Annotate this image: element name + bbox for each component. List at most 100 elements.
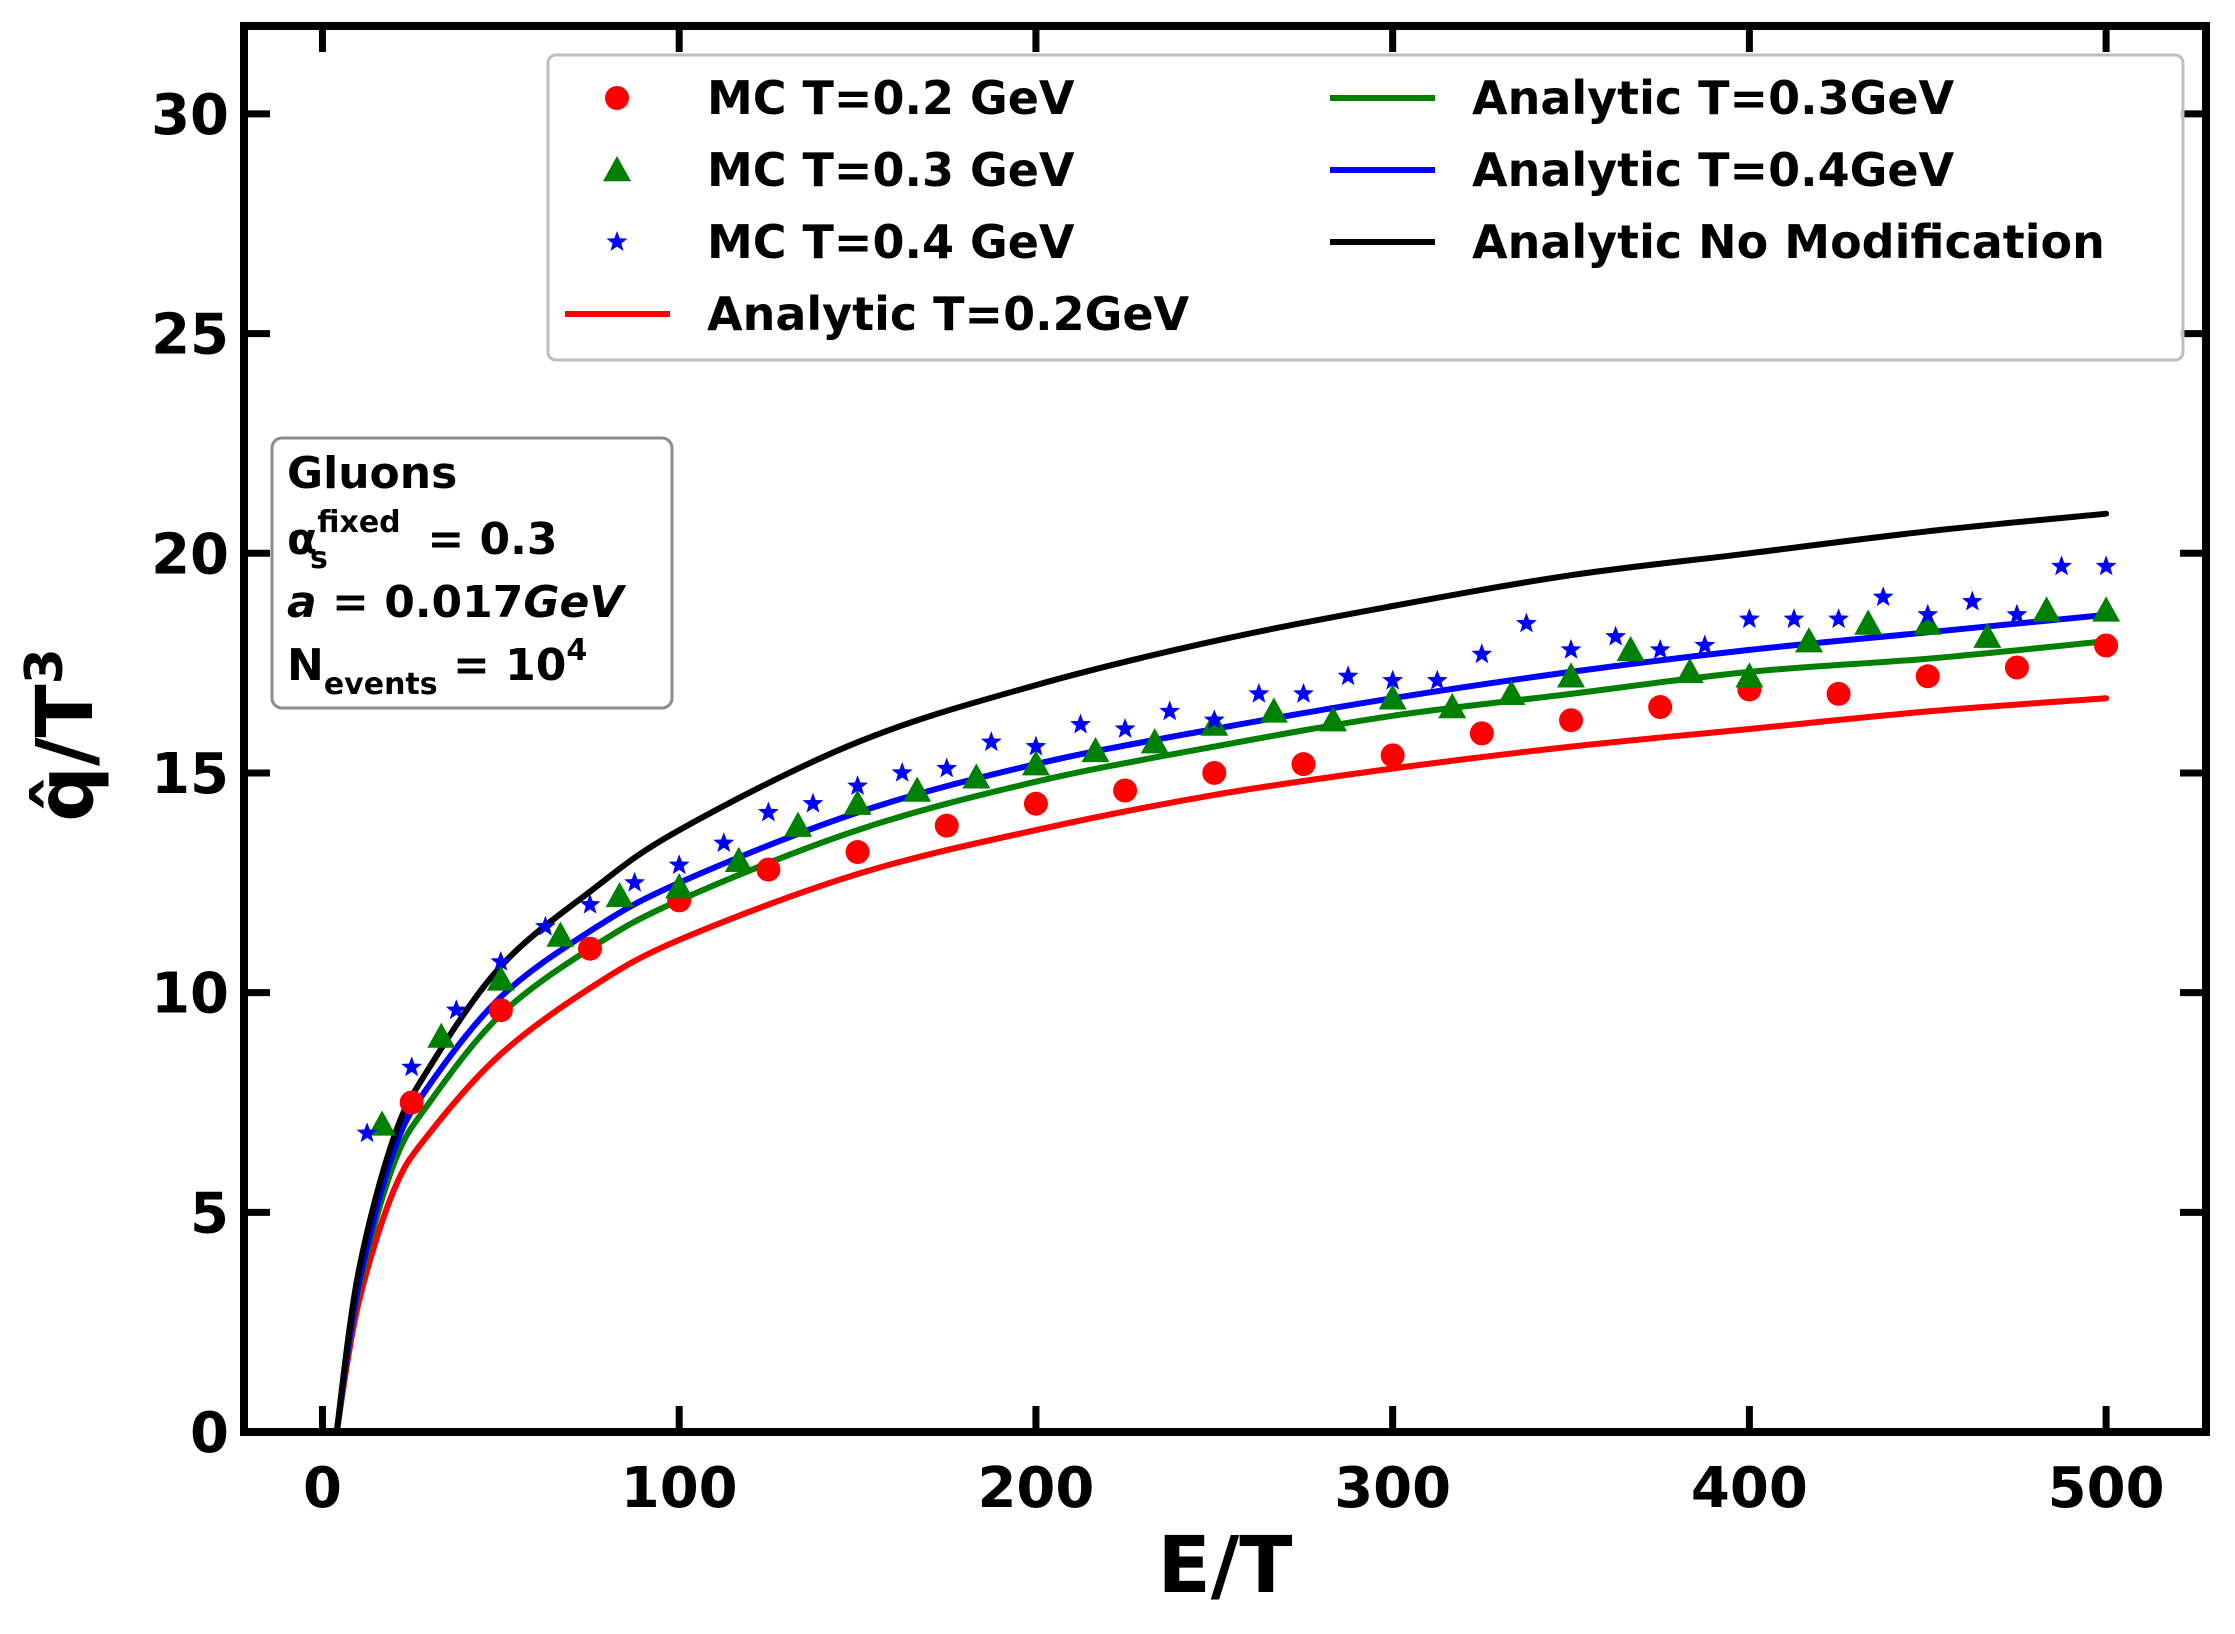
data-point xyxy=(802,792,824,813)
data-point xyxy=(1380,743,1405,768)
data-point xyxy=(546,921,575,947)
legend-marker-swatch xyxy=(603,156,631,182)
data-point xyxy=(1738,608,1760,629)
data-point xyxy=(2004,655,2029,680)
data-point xyxy=(1616,635,1645,662)
data-point xyxy=(401,1056,423,1077)
data-point xyxy=(1025,735,1047,756)
info-alpha-symbol: α xyxy=(287,514,317,565)
data-point xyxy=(1783,608,1805,629)
x-tick-label: 500 xyxy=(2048,1456,2165,1521)
data-point xyxy=(936,757,958,778)
data-point xyxy=(724,846,753,873)
data-point xyxy=(713,832,735,853)
data-point xyxy=(399,1090,424,1115)
series-analytic-t-0-2gev xyxy=(333,695,2110,1435)
data-point xyxy=(1559,708,1584,733)
info-a: a = 0.017GeV xyxy=(287,577,626,628)
y-axis-label: q̂/T3 xyxy=(15,648,111,822)
series-line xyxy=(333,695,2110,1435)
data-point xyxy=(2094,633,2119,658)
legend-box xyxy=(546,53,2185,362)
data-point xyxy=(2006,603,2028,624)
data-point xyxy=(1248,682,1270,703)
data-point xyxy=(903,776,932,802)
data-point xyxy=(1382,669,1404,690)
data-point xyxy=(1605,625,1627,646)
data-point xyxy=(1293,682,1314,703)
data-point xyxy=(490,950,512,971)
data-point xyxy=(757,801,779,822)
data-point xyxy=(665,873,694,899)
data-point xyxy=(1557,662,1586,688)
data-point xyxy=(1872,586,1894,607)
info-box-frame xyxy=(270,436,674,710)
x-tick-label: 100 xyxy=(621,1456,738,1521)
data-point xyxy=(445,999,467,1020)
data-point xyxy=(1070,713,1091,734)
x-tick-label: 200 xyxy=(977,1456,1094,1521)
data-point xyxy=(1203,709,1225,730)
data-point xyxy=(934,813,959,838)
info-alpha: αfixed s = 0.3 xyxy=(287,505,557,576)
legend-entry: Analytic T=0.4GeV xyxy=(1330,143,1955,197)
data-point xyxy=(847,775,868,795)
data-point xyxy=(1202,760,1227,785)
legend-entry: MC T=0.2 GeV xyxy=(605,71,1075,125)
data-point xyxy=(356,1122,378,1143)
data-point xyxy=(2095,555,2117,576)
x-axis-label: E/T xyxy=(1158,1521,1293,1611)
data-point xyxy=(1794,627,1823,653)
info-alpha-value: = 0.3 xyxy=(412,514,557,565)
series-mc-t-0-4-gev xyxy=(356,555,2117,1143)
data-point xyxy=(1694,634,1716,655)
data-point xyxy=(1426,669,1448,690)
plot-series xyxy=(333,510,2121,1435)
data-point xyxy=(1735,662,1764,688)
y-axis-label-main: q̂/T xyxy=(21,684,111,822)
data-point xyxy=(843,789,872,815)
info-n-value: = 10 xyxy=(438,640,567,691)
data-point xyxy=(1961,590,1983,611)
series-line xyxy=(333,611,2110,1435)
data-point xyxy=(368,1110,397,1136)
plot-frame xyxy=(240,22,2210,1436)
x-tick-label: 300 xyxy=(1334,1456,1451,1521)
data-point xyxy=(1471,643,1493,664)
data-point xyxy=(756,857,781,882)
info-n-symbol: N xyxy=(287,640,324,691)
legend-label: MC T=0.2 GeV xyxy=(707,71,1075,125)
y-tick-label: 5 xyxy=(190,1181,229,1246)
legend-label: Analytic T=0.3GeV xyxy=(1472,71,1955,125)
info-n: Nevents = 104 xyxy=(287,633,587,702)
info-n-subscript: events xyxy=(324,667,438,702)
data-point xyxy=(427,1022,456,1048)
y-tick-label: 15 xyxy=(151,742,229,807)
x-tick-label: 400 xyxy=(1691,1456,1808,1521)
data-point xyxy=(535,915,556,936)
data-point xyxy=(578,936,603,961)
data-point xyxy=(1140,728,1169,754)
data-point xyxy=(962,763,991,789)
data-point xyxy=(1649,638,1671,659)
data-point xyxy=(1826,681,1851,706)
data-point xyxy=(1917,603,1939,624)
data-point xyxy=(1516,612,1537,633)
legend-marker-swatch xyxy=(606,231,628,251)
info-box: Gluons αfixed s = 0.3 a = 0.017GeV Nevent… xyxy=(270,436,674,710)
data-point xyxy=(2032,596,2061,622)
data-point xyxy=(1337,665,1359,686)
series-mc-t-0-2-gev xyxy=(399,633,2119,1115)
data-point xyxy=(668,854,690,875)
legend-label: Analytic T=0.2GeV xyxy=(707,287,1190,341)
data-point xyxy=(1560,638,1582,659)
info-alpha-subscript: s xyxy=(310,541,328,576)
legend: MC T=0.2 GeV MC T=0.3 GeV MC T=0.4 GeV Anal… xyxy=(546,53,2185,362)
data-point xyxy=(1913,609,1942,635)
legend-label: Analytic No Modification xyxy=(1472,215,2105,269)
info-a-symbol: a xyxy=(287,577,317,628)
data-point xyxy=(1497,679,1526,706)
data-point xyxy=(1828,608,1849,629)
data-point xyxy=(624,871,646,892)
